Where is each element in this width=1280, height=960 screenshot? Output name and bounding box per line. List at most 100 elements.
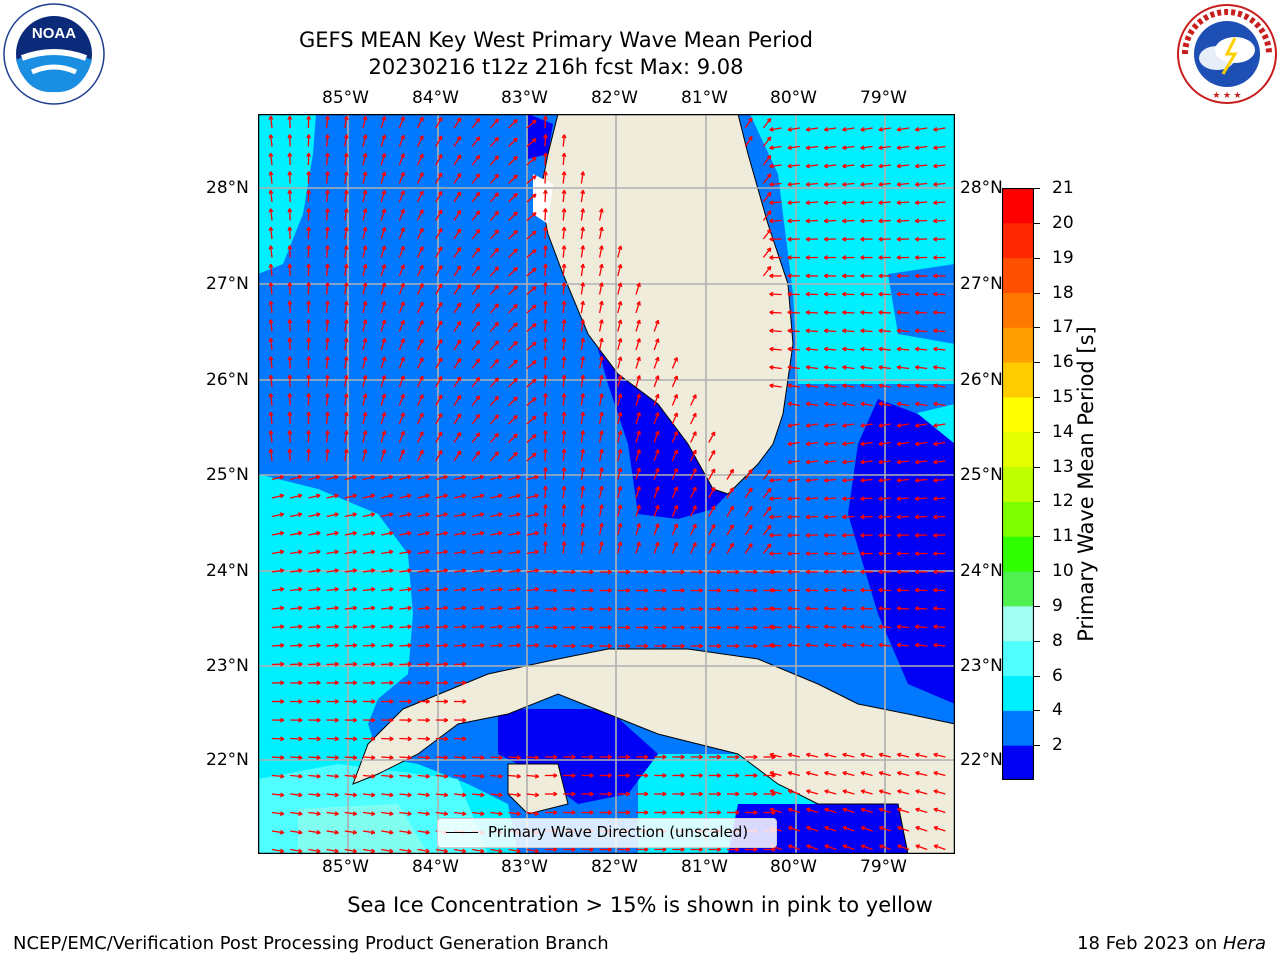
- wave-arrow-head: [805, 587, 810, 593]
- wave-arrow: [399, 793, 412, 796]
- wave-arrow-head: [823, 346, 829, 352]
- wave-arrow-head: [456, 320, 462, 326]
- wave-arrow: [453, 376, 462, 388]
- wave-arrow-head: [425, 643, 430, 648]
- wave-arrow-head: [316, 755, 321, 760]
- wave-arrow: [399, 494, 412, 499]
- wave-arrow: [544, 411, 547, 425]
- wave-arrow-head: [860, 365, 865, 370]
- wave-arrow-head: [425, 530, 430, 536]
- wave-arrow-head: [456, 117, 462, 123]
- wave-arrow-head: [710, 523, 716, 529]
- wave-arrow-head: [842, 236, 847, 242]
- wave-arrow: [271, 774, 285, 778]
- wave-arrow-head: [419, 209, 424, 214]
- wave-arrow-head: [443, 568, 449, 574]
- wave-arrow: [326, 588, 339, 592]
- wave-arrow: [897, 441, 910, 445]
- wave-arrow-head: [475, 395, 481, 401]
- wave-arrow: [787, 607, 800, 610]
- wave-arrow-head: [692, 486, 697, 492]
- wave-arrow: [344, 319, 348, 332]
- wave-arrow: [878, 201, 891, 204]
- wave-arrow: [344, 171, 348, 184]
- wave-arrow-head: [769, 200, 774, 206]
- wave-arrow-head: [534, 568, 540, 574]
- wave-arrow-head: [494, 414, 500, 420]
- wave-arrow-head: [352, 699, 358, 704]
- wave-arrow-head: [769, 310, 774, 315]
- wave-arrow-head: [419, 264, 424, 270]
- wave-arrow: [269, 393, 273, 406]
- wave-arrow-head: [325, 115, 330, 121]
- wave-arrow-head: [287, 282, 293, 287]
- wave-arrow-head: [343, 430, 349, 435]
- wave-arrow: [653, 467, 659, 480]
- wave-arrow: [617, 245, 622, 258]
- wave-arrow: [671, 542, 678, 554]
- wave-arrow-head: [748, 524, 753, 530]
- wave-arrow-head: [407, 605, 412, 611]
- colorbar-tick-label: 4: [1052, 700, 1063, 721]
- wave-arrow: [805, 607, 819, 610]
- wave-arrow: [824, 164, 837, 168]
- wave-arrow-head: [914, 569, 920, 575]
- wave-arrow-head: [662, 606, 667, 612]
- wave-arrow: [362, 356, 367, 369]
- wave-arrow-head: [325, 411, 330, 417]
- wave-arrow-head: [860, 752, 865, 758]
- wave-arrow-head: [268, 263, 274, 269]
- wave-arrow-head: [352, 586, 358, 592]
- wave-arrow-head: [933, 496, 938, 502]
- colorbar-segment: [1002, 327, 1034, 363]
- wave-arrow-head: [617, 282, 623, 287]
- wave-arrow: [489, 248, 499, 258]
- wave-arrow-head: [400, 356, 405, 362]
- wave-arrow: [526, 569, 539, 573]
- wave-arrow-head: [280, 661, 285, 667]
- wave-arrow: [580, 171, 584, 184]
- wave-arrow: [933, 366, 946, 370]
- wave-arrow: [417, 569, 430, 573]
- wave-arrow: [787, 201, 800, 204]
- wave-arrow: [471, 136, 481, 147]
- wave-arrow-head: [325, 393, 330, 398]
- wave-arrow: [788, 844, 801, 851]
- wave-arrow: [471, 192, 481, 203]
- colorbar-tick-mark: [1034, 605, 1040, 607]
- wave-arrow: [580, 208, 584, 221]
- wave-arrow: [933, 644, 946, 647]
- wave-arrow: [806, 478, 819, 482]
- wave-arrow: [915, 441, 928, 445]
- wave-arrow: [762, 173, 772, 184]
- wave-arrow: [308, 793, 321, 796]
- wave-arrow-head: [914, 365, 920, 370]
- wave-arrow-head: [580, 467, 586, 472]
- wave-arrow-head: [443, 680, 449, 686]
- wave-arrow: [562, 171, 566, 184]
- wave-arrow-head: [933, 514, 938, 520]
- wave-arrow-head: [419, 394, 424, 399]
- wave-arrow-head: [475, 450, 481, 456]
- wave-arrow-head: [787, 496, 792, 502]
- wave-arrow: [824, 515, 837, 518]
- wave-arrow-head: [419, 246, 424, 251]
- wave-arrow: [380, 208, 386, 221]
- wave-arrow-head: [362, 152, 368, 158]
- wave-arrow: [526, 249, 537, 258]
- wave-arrow: [896, 219, 910, 222]
- wave-arrow-head: [316, 848, 321, 854]
- wave-arrow: [671, 505, 678, 517]
- wave-arrow: [288, 393, 291, 406]
- wave-arrow: [915, 478, 928, 482]
- wave-arrow-head: [498, 549, 503, 555]
- wave-arrow: [580, 486, 584, 499]
- wave-arrow-head: [598, 300, 604, 306]
- wave-arrow-head: [352, 530, 358, 536]
- wave-arrow: [471, 266, 481, 277]
- footer-date-text: 18 Feb 2023 on: [1077, 933, 1223, 954]
- wave-arrow-head: [823, 496, 829, 502]
- wave-arrow-head: [692, 468, 697, 473]
- wave-arrow-head: [580, 356, 586, 361]
- wave-arrow: [435, 756, 448, 759]
